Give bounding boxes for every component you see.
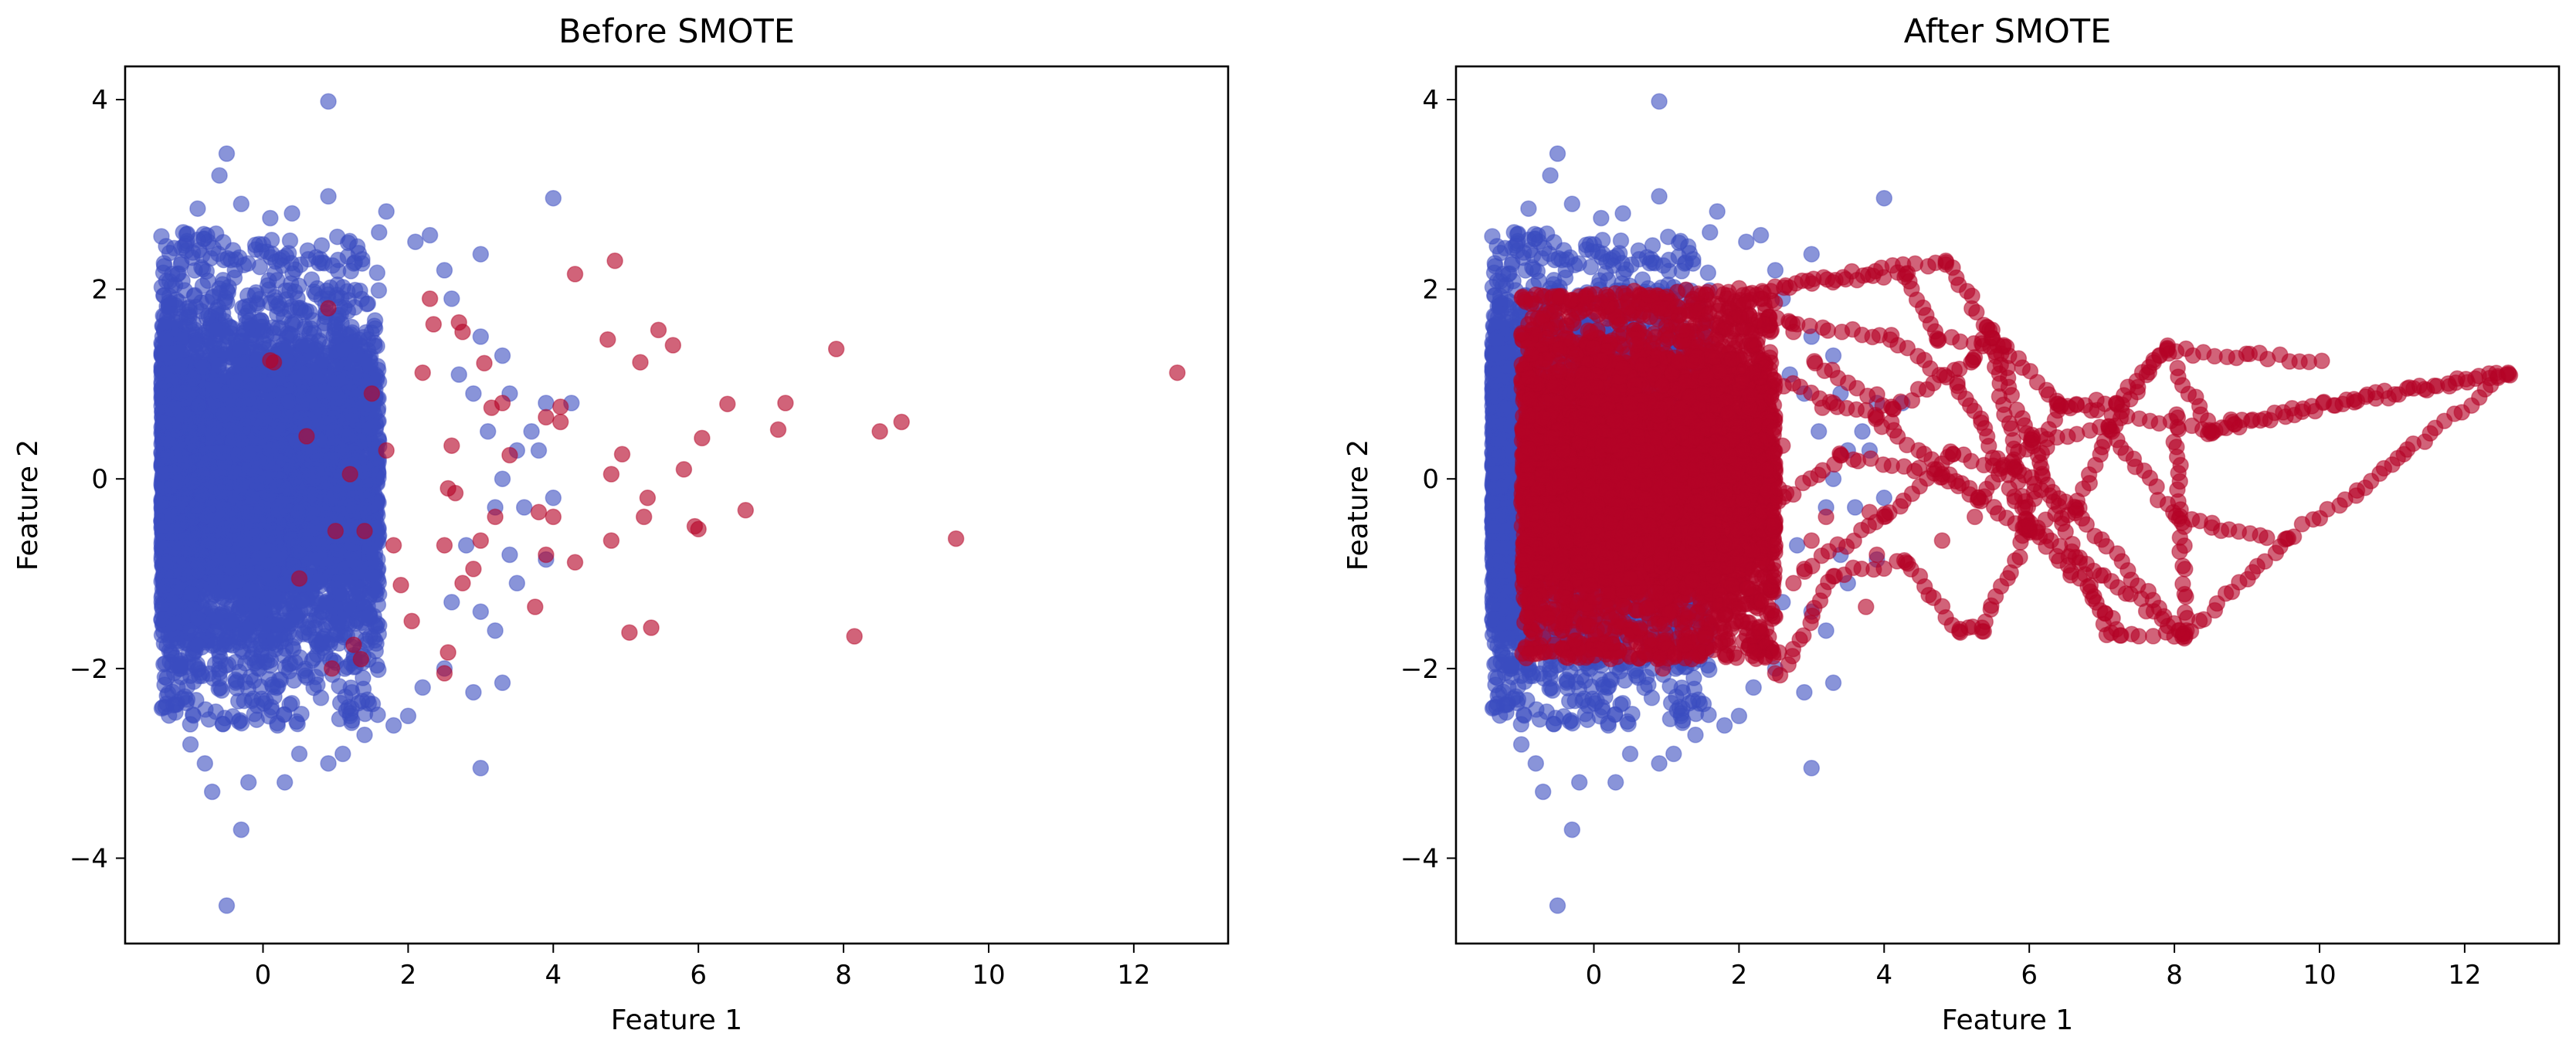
scatter-points — [153, 93, 1186, 914]
majority-point — [368, 264, 386, 282]
majority-point — [309, 280, 326, 297]
majority-point — [359, 295, 377, 312]
majority-point — [342, 679, 359, 696]
majority-point — [346, 281, 364, 299]
majority-point — [263, 676, 281, 693]
majority-point — [178, 691, 196, 708]
panel-title: Before SMOTE — [558, 12, 795, 51]
majority-point — [289, 715, 306, 733]
majority-point — [370, 282, 388, 299]
majority-point — [246, 286, 263, 304]
